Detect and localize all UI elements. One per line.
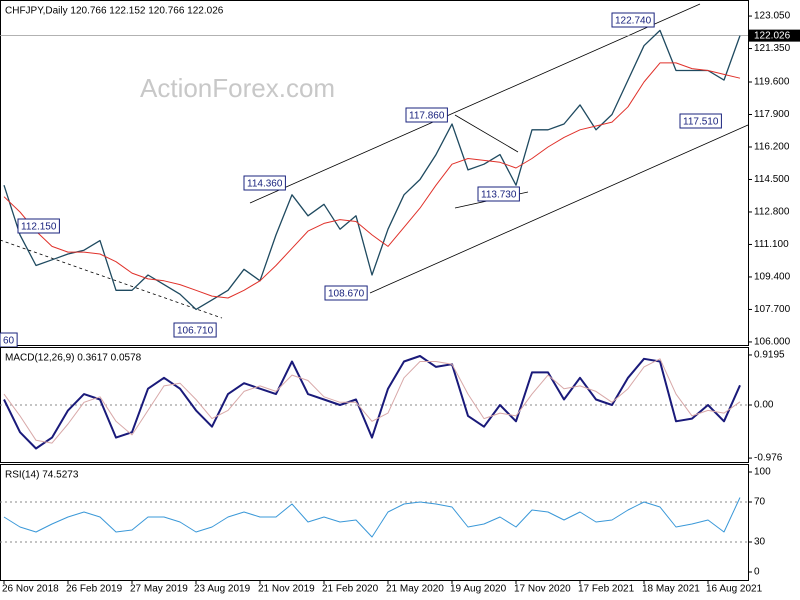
series-line bbox=[3, 355, 741, 450]
annotation-box bbox=[679, 113, 722, 129]
annotation-box bbox=[243, 175, 286, 191]
annotation-box bbox=[173, 322, 217, 338]
y-tick-label: 114.500 bbox=[754, 174, 790, 185]
y-tick-label: 123.050 bbox=[754, 11, 791, 22]
x-tick-label: 23 Aug 2019 bbox=[194, 584, 251, 595]
pane-frame bbox=[0, 464, 749, 581]
x-tick-label: 18 May 2021 bbox=[642, 584, 700, 595]
channel-upper bbox=[249, 3, 701, 204]
annotation: 122.740 bbox=[611, 12, 655, 28]
series-line bbox=[3, 62, 741, 299]
last-price-label: 122.026 bbox=[754, 30, 791, 41]
pane-title: CHFJPY,Daily 120.766 122.152 120.766 122… bbox=[5, 6, 224, 17]
annotation-label: 114.360 bbox=[247, 179, 283, 190]
y-tick-label: 116.200 bbox=[754, 142, 790, 153]
y-tick-label: 109.400 bbox=[754, 272, 791, 283]
x-tick-label: 27 May 2019 bbox=[130, 584, 188, 595]
annotation-label: 112.150 bbox=[21, 222, 57, 233]
y-tick-label: 0.9195 bbox=[754, 350, 785, 361]
channel-lower bbox=[369, 124, 749, 294]
annotation: 106.710 bbox=[173, 322, 217, 338]
annotation-label: 60 bbox=[3, 336, 15, 347]
annotation-box bbox=[611, 12, 655, 28]
annotation: 117.510 bbox=[679, 113, 722, 129]
y-tick-label: 112.800 bbox=[754, 207, 790, 218]
y-tick-label: 100 bbox=[754, 467, 771, 478]
x-tick-label: 21 Nov 2019 bbox=[258, 584, 315, 595]
annotation-label: 106.710 bbox=[177, 326, 214, 337]
y-tick-label: 106.000 bbox=[754, 337, 791, 348]
x-tick-label: 17 Nov 2020 bbox=[514, 584, 571, 595]
x-tick-label: 17 Feb 2021 bbox=[578, 584, 635, 595]
annotation: 112.150 bbox=[17, 218, 60, 234]
annotation-box bbox=[324, 285, 368, 301]
x-tick-label: 26 Nov 2018 bbox=[2, 584, 59, 595]
annotation-label: 117.510 bbox=[683, 117, 719, 128]
annotation-box bbox=[17, 218, 60, 234]
y-tick-label: 30 bbox=[754, 537, 766, 548]
y-tick-label: 119.600 bbox=[754, 77, 790, 88]
trendlines bbox=[0, 3, 749, 319]
y-tick-label: 121.350 bbox=[754, 43, 791, 54]
y-tick-label: 111.100 bbox=[754, 239, 789, 250]
y-tick-label: 70 bbox=[754, 497, 766, 508]
y-tick-label: 107.700 bbox=[754, 304, 791, 315]
annotation-label: 117.860 bbox=[409, 111, 445, 122]
series-line bbox=[3, 497, 741, 538]
x-tick-label: 21 May 2020 bbox=[386, 584, 444, 595]
annotation: 60 bbox=[0, 332, 18, 348]
x-tick-label: 26 Feb 2019 bbox=[66, 584, 123, 595]
last-price-box bbox=[749, 29, 800, 42]
annotation: 113.730 bbox=[477, 186, 520, 202]
pane-title: MACD(12,26,9) 0.3617 0.0578 bbox=[5, 353, 142, 364]
annotation-box bbox=[477, 186, 520, 202]
y-tick-label: 0 bbox=[754, 567, 760, 578]
x-tick-label: 16 Aug 2021 bbox=[706, 584, 763, 595]
x-tick-label: 21 Feb 2020 bbox=[322, 584, 379, 595]
annotation-label: 113.730 bbox=[481, 190, 517, 201]
annotation: 114.360 bbox=[243, 175, 286, 191]
annotation-label: 108.670 bbox=[328, 289, 365, 300]
annotation-label: 122.740 bbox=[615, 16, 652, 27]
x-tick-label: 19 Aug 2020 bbox=[450, 584, 507, 595]
series-line bbox=[3, 29, 741, 311]
series-line bbox=[3, 358, 741, 444]
annotation: 117.860 bbox=[405, 107, 448, 123]
annotation-box bbox=[405, 107, 448, 123]
pane-title: RSI(14) 74.5273 bbox=[5, 470, 79, 481]
watermark: ActionForex.com bbox=[140, 73, 335, 103]
y-tick-label: 117.900 bbox=[754, 109, 790, 120]
y-tick-label: 0.00 bbox=[754, 400, 774, 411]
annotation: 108.670 bbox=[324, 285, 368, 301]
pane-frame bbox=[0, 0, 749, 346]
triangle-upper bbox=[454, 114, 519, 153]
y-tick-label: -0.976 bbox=[754, 453, 783, 464]
